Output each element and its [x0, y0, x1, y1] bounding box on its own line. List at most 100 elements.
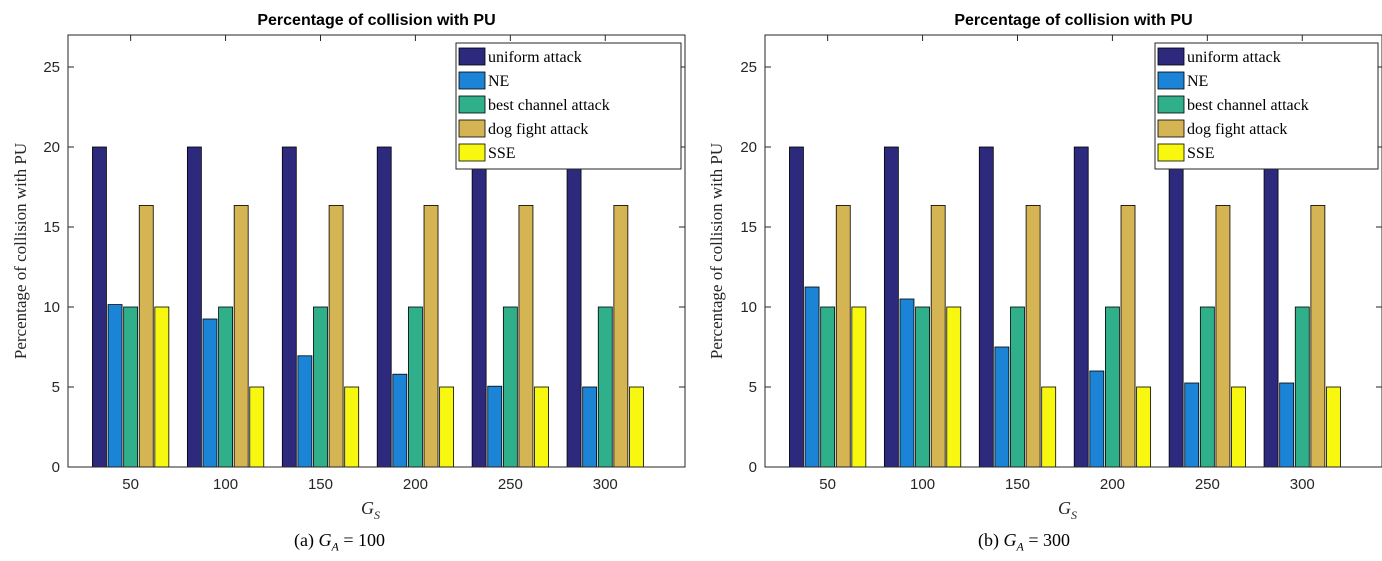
chart-title: Percentage of collision with PU [257, 12, 495, 29]
bar-best-channel-attack [820, 306, 836, 468]
bar-uniform-attack [376, 146, 392, 468]
x-tick-label: 50 [819, 476, 836, 493]
bar-dog-fight-attack [1025, 204, 1041, 468]
y-tick-label: 25 [43, 59, 60, 76]
legend-swatch [1157, 71, 1185, 90]
legend-swatch [458, 95, 486, 114]
y-axis-label: Percentage of collision with PU [11, 143, 30, 359]
bar-best-channel-attack [218, 306, 233, 468]
bar-uniform-attack [883, 146, 899, 468]
bar-sse [439, 386, 455, 468]
bar-dog-fight-attack [423, 204, 439, 468]
legend-label: uniform attack [488, 49, 582, 66]
legend-label: uniform attack [1187, 49, 1281, 66]
legend-swatch [1157, 95, 1185, 114]
legend-label: SSE [488, 145, 516, 162]
legend-label: NE [488, 73, 509, 90]
x-tick-label: 300 [593, 476, 618, 493]
bar-best-channel-attack [915, 306, 930, 468]
legend-box [1154, 42, 1379, 170]
bar-best-channel-attack [123, 306, 139, 468]
bar-dog-fight-attack [1310, 204, 1326, 468]
bar-dog-fight-attack [1120, 204, 1136, 468]
bar-dog-fight-attack [233, 204, 249, 468]
bar-best-channel-attack [1010, 306, 1025, 468]
bar-sse [1136, 386, 1152, 468]
x-tick-label: 100 [213, 476, 238, 493]
y-tick-label: 0 [52, 459, 60, 476]
legend-swatch [1157, 47, 1185, 66]
plot-frame [764, 34, 1382, 468]
y-tick-label: 20 [43, 139, 60, 156]
bar-best-channel-attack [597, 306, 613, 468]
legend-swatch [458, 71, 486, 90]
y-tick-label: 10 [43, 299, 60, 316]
bar-ne [392, 373, 408, 468]
bar-uniform-attack [789, 146, 804, 468]
legend-swatch [1157, 143, 1185, 162]
legend-swatch [1157, 119, 1185, 138]
bar-dog-fight-attack [328, 204, 344, 468]
bar-uniform-attack [978, 146, 994, 468]
x-tick-label: 200 [1100, 476, 1125, 493]
bar-ne [1184, 382, 1200, 468]
bar-sse [1231, 386, 1246, 468]
x-tick-label: 100 [910, 476, 935, 493]
y-axis-label: Percentage of collision with PU [707, 143, 726, 359]
bar-ne [297, 355, 313, 468]
x-tick-label: 200 [403, 476, 428, 493]
bar-dog-fight-attack [518, 204, 534, 468]
bar-uniform-attack [281, 146, 297, 468]
x-tick-label: 250 [498, 476, 523, 493]
bar-ne [487, 385, 503, 468]
bar-sse [851, 306, 867, 468]
bar-ne [107, 304, 123, 468]
legend-label: best channel attack [1187, 97, 1309, 114]
bar-uniform-attack [471, 146, 487, 468]
x-tick-label: 250 [1195, 476, 1220, 493]
legend-swatch [458, 119, 486, 138]
bar-ne [1089, 370, 1105, 468]
x-axis-label: GS [361, 498, 380, 522]
bar-best-channel-attack [502, 306, 518, 468]
legend-label: dog fight attack [1187, 121, 1287, 138]
bar-sse [629, 386, 644, 468]
chart-title: Percentage of collision with PU [954, 12, 1192, 29]
legend-label: best channel attack [488, 97, 610, 114]
bar-dog-fight-attack [930, 204, 946, 468]
y-tick-label: 5 [52, 379, 60, 396]
legend-label: NE [1187, 73, 1208, 90]
y-tick-label: 10 [740, 299, 757, 316]
bar-best-channel-attack [1105, 306, 1120, 468]
bar-ne [899, 298, 915, 468]
bar-best-channel-attack [1199, 306, 1215, 468]
bar-ne [1279, 382, 1295, 468]
bar-sse [534, 386, 549, 468]
x-tick-label: 150 [308, 476, 333, 493]
y-tick-label: 5 [749, 379, 757, 396]
bar-sse [249, 386, 265, 468]
legend-swatch [458, 143, 486, 162]
bar-uniform-attack [1073, 146, 1089, 468]
x-axis-label: GS [1058, 498, 1077, 522]
bar-ne [582, 386, 598, 468]
x-tick-label: 50 [122, 476, 139, 493]
bar-uniform-attack [186, 146, 202, 468]
y-tick-label: 15 [740, 219, 757, 236]
bar-uniform-attack [1168, 146, 1184, 468]
legend-box [455, 42, 682, 170]
bar-sse [946, 306, 962, 468]
bar-ne [804, 286, 820, 468]
legend: uniform attack NE best channel attack dog f… [1154, 42, 1379, 170]
bar-uniform-attack [566, 146, 582, 468]
y-tick-label: 25 [740, 59, 757, 76]
legend-swatch [458, 47, 486, 66]
caption-b: (b) GA = 300 [978, 530, 1070, 554]
bar-sse [344, 386, 360, 468]
bar-dog-fight-attack [613, 204, 629, 468]
bar-best-channel-attack [408, 306, 423, 468]
legend-label: SSE [1187, 145, 1215, 162]
bar-dog-fight-attack [1215, 204, 1231, 468]
bar-best-channel-attack [1294, 306, 1310, 468]
